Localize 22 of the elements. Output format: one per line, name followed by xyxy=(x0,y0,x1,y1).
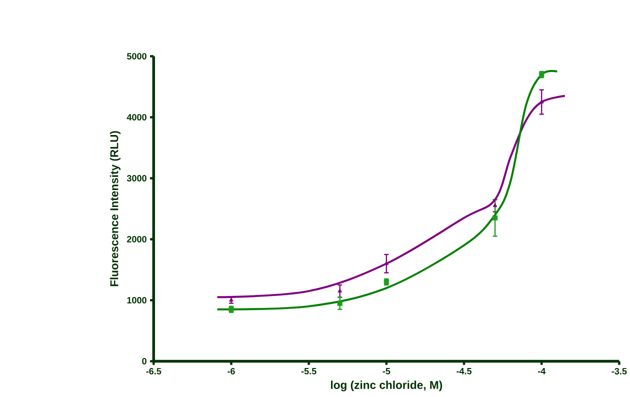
x-tick-label: -4 xyxy=(538,368,546,374)
y-tick-label: 1000 xyxy=(127,297,146,304)
y-tick-label: 4000 xyxy=(126,114,146,121)
line-series xyxy=(216,70,558,311)
point xyxy=(337,300,342,306)
x-tick-label: -6.5 xyxy=(146,368,162,375)
y-axis-title: Fluorescence Intensity (RLU) xyxy=(110,131,120,286)
y-tick-label: 3000 xyxy=(126,175,146,182)
line-series xyxy=(216,95,566,298)
x-tick-label: -6 xyxy=(228,368,235,375)
point xyxy=(338,288,342,293)
x-tick-label: -5.5 xyxy=(301,368,316,375)
point xyxy=(492,216,498,221)
x-tick-label: -5 xyxy=(382,368,390,375)
point xyxy=(539,100,544,104)
y-tick-label: 2000 xyxy=(127,236,146,243)
x-axis-title: log (zinc chloride, M) xyxy=(331,380,442,392)
y-tick-label: 0 xyxy=(142,358,146,365)
y-tick-label: 5000 xyxy=(126,53,146,60)
point xyxy=(492,203,498,208)
x-tick-label: -3.5 xyxy=(612,368,627,375)
x-tick-label: -4.5 xyxy=(456,368,472,375)
